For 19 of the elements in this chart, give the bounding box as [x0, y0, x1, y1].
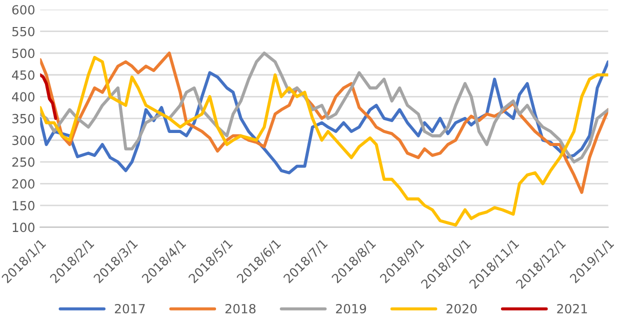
y-tick-label: 200: [12, 179, 34, 189]
y-tick-label: 550: [12, 26, 34, 36]
y-tick-label: 400: [12, 92, 34, 102]
legend-label: 2018: [225, 304, 256, 314]
y-tick-label: 300: [12, 136, 34, 146]
y-tick-label: 500: [12, 48, 34, 58]
line-series: [40, 56, 608, 227]
line-series: [40, 52, 608, 164]
y-tick-label: 450: [12, 70, 34, 80]
y-tick-label: 150: [12, 200, 34, 210]
y-tick-label: 250: [12, 157, 34, 167]
y-tick-label: 600: [12, 5, 34, 15]
legend-label: 2017: [114, 304, 145, 314]
legend-label: 2020: [446, 304, 477, 314]
line-series: [40, 73, 58, 120]
y-tick-label: 350: [12, 114, 34, 124]
y-tick-label: 100: [12, 222, 34, 232]
legend-label: 2019: [336, 304, 366, 314]
legend-label: 2021: [557, 304, 587, 314]
